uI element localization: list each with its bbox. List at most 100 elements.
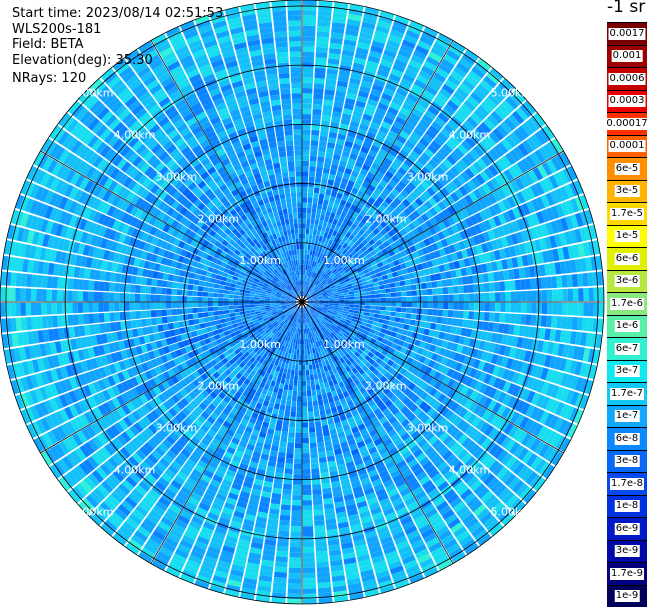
range-gate — [485, 241, 494, 252]
range-gate — [302, 264, 304, 271]
range-gate — [362, 16, 377, 25]
range-gate — [418, 401, 428, 411]
range-gate — [405, 400, 415, 409]
range-gate — [438, 211, 447, 221]
range-gate — [423, 328, 430, 336]
range-gate — [379, 416, 388, 425]
range-gate — [555, 386, 565, 401]
range-gate — [288, 572, 302, 579]
range-gate — [570, 391, 580, 406]
range-gate — [372, 253, 380, 260]
range-gate — [395, 264, 402, 271]
range-gate — [514, 313, 521, 325]
range-gate — [405, 285, 412, 291]
range-gate — [306, 305, 312, 310]
range-gate — [465, 328, 473, 338]
range-gate — [345, 238, 352, 245]
range-gate — [372, 344, 380, 351]
range-gate — [392, 120, 404, 130]
range-gate — [427, 302, 433, 309]
range-gate — [315, 274, 320, 280]
range-gate — [421, 114, 434, 125]
range-gate — [404, 172, 414, 182]
range-gate — [554, 329, 562, 342]
range-gate — [457, 143, 469, 155]
range-gate — [464, 542, 479, 555]
range-gate — [539, 237, 547, 251]
range-gate — [424, 253, 432, 262]
range-gate — [318, 246, 323, 253]
range-gate — [305, 286, 308, 292]
range-gate — [323, 398, 329, 405]
range-gate — [406, 239, 414, 248]
range-gate — [367, 184, 376, 193]
range-gate — [485, 352, 494, 363]
range-gate — [302, 484, 312, 490]
range-gate — [426, 187, 436, 197]
range-gate — [376, 196, 384, 205]
range-gate — [460, 422, 471, 433]
range-gate — [335, 282, 341, 287]
range-gate — [341, 177, 349, 185]
range-gate — [360, 146, 370, 154]
range-gate — [320, 241, 325, 248]
range-gate — [496, 158, 508, 171]
range-gate — [488, 427, 499, 440]
range-gate — [394, 239, 402, 247]
range-gate — [313, 405, 319, 412]
range-gate — [442, 309, 449, 317]
range-gate — [409, 351, 417, 359]
range-gate — [325, 189, 332, 196]
range-gate — [424, 322, 432, 329]
range-gate — [452, 286, 459, 294]
range-gate — [469, 148, 480, 161]
range-gate — [337, 187, 345, 195]
range-gate — [368, 380, 376, 388]
range-gate — [312, 400, 319, 407]
range-gate — [218, 310, 225, 315]
range-gate — [433, 330, 441, 339]
range-gate — [307, 197, 313, 203]
range-gate — [379, 310, 386, 315]
range-gate — [403, 216, 412, 225]
range-gate — [306, 286, 309, 292]
range-gate — [334, 318, 340, 324]
range-gate — [452, 461, 464, 473]
range-gate — [326, 328, 332, 334]
range-gate — [305, 292, 310, 298]
range-gate — [296, 354, 300, 360]
range-gate — [335, 143, 344, 151]
range-gate — [319, 462, 328, 469]
range-gate — [383, 87, 395, 97]
range-gate — [318, 264, 324, 270]
range-gate — [460, 171, 471, 182]
range-gate — [341, 194, 349, 202]
range-gate — [387, 130, 399, 139]
range-gate — [526, 302, 532, 314]
range-gate — [293, 479, 302, 485]
range-gate — [302, 202, 307, 208]
range-gate — [315, 262, 320, 268]
range-gate — [528, 326, 536, 339]
range-gate — [355, 232, 362, 240]
range-gate — [375, 306, 381, 310]
range-gate — [316, 436, 324, 443]
range-gate — [343, 294, 350, 298]
range-gate — [567, 245, 575, 259]
range-gate — [394, 206, 403, 215]
range-gate — [518, 243, 527, 255]
range-gate — [414, 79, 427, 90]
range-gate — [550, 205, 560, 220]
range-gate — [308, 171, 316, 178]
range-gate — [297, 380, 302, 386]
range-gate — [326, 222, 332, 229]
range-gate — [401, 268, 409, 275]
range-gate — [315, 324, 320, 330]
range-gate — [312, 202, 318, 209]
range-gate — [396, 193, 406, 202]
range-gate — [397, 257, 405, 265]
range-gate — [304, 291, 307, 297]
range-gate — [302, 370, 306, 376]
range-gate — [347, 227, 355, 234]
